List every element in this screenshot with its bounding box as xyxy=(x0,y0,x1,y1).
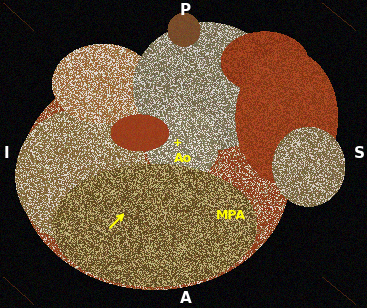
Text: I: I xyxy=(4,147,10,161)
Text: A: A xyxy=(179,291,191,306)
Text: +: + xyxy=(173,138,183,148)
Text: P: P xyxy=(180,3,191,18)
Text: S: S xyxy=(353,147,364,161)
Text: MPA: MPA xyxy=(216,209,246,222)
Text: Ao: Ao xyxy=(174,152,193,165)
